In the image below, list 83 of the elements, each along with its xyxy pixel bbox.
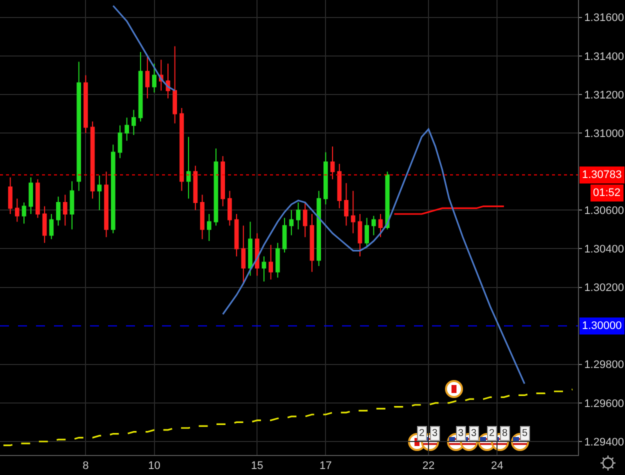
x-tick-label: 10 — [148, 460, 160, 472]
candlestick — [282, 217, 287, 254]
candlestick — [8, 176, 12, 214]
candlestick — [22, 202, 26, 224]
candlestick — [268, 244, 274, 280]
candlestick — [138, 52, 143, 122]
candlestick — [76, 61, 82, 192]
text: 01:52 — [593, 187, 621, 199]
annotation: 3 — [471, 428, 477, 439]
x-tick-label: 8 — [82, 460, 89, 472]
candlestick — [36, 178, 40, 218]
candlestick — [296, 202, 300, 230]
annotation: 3 — [432, 428, 438, 439]
annotation: 8 — [502, 428, 508, 439]
candlestick — [56, 196, 60, 226]
y-tick-label: 1.31200 — [584, 89, 624, 102]
candlestick — [372, 215, 376, 236]
y-tick-label: 1.31000 — [584, 128, 624, 140]
candlestick — [358, 214, 362, 257]
candlestick — [248, 221, 252, 276]
x-tick-label: 15 — [250, 460, 264, 472]
candlestick — [186, 136, 191, 200]
candlestick — [276, 242, 280, 278]
annotation: 2 — [419, 428, 425, 439]
candlestick — [316, 190, 322, 267]
candlestick — [172, 46, 178, 124]
candlestick — [385, 171, 390, 230]
candlestick — [193, 165, 198, 211]
x-tick-label: 24 — [490, 460, 504, 472]
candlestick — [324, 152, 328, 205]
annotation: 3 — [458, 428, 464, 439]
candlestick — [145, 55, 150, 99]
candlestick — [42, 206, 47, 244]
candlestick — [180, 107, 184, 192]
candlestick — [220, 156, 226, 207]
x-tick-label: 22 — [422, 460, 435, 472]
annotation: 5 — [522, 428, 528, 439]
candlestick — [124, 117, 130, 142]
candlestick — [337, 163, 342, 209]
line-series — [2, 388, 574, 446]
candlestick — [262, 256, 266, 282]
candlestick — [364, 217, 369, 248]
candlestick — [344, 182, 348, 226]
candlestick — [49, 214, 54, 240]
y-tick-label: 1.30600 — [584, 205, 624, 217]
line-series — [112, 4, 176, 92]
candlestick — [228, 190, 232, 226]
candlestick — [378, 214, 383, 238]
line-series — [393, 205, 505, 215]
y-tick-label: 1.29400 — [584, 436, 624, 448]
candlestick — [302, 202, 308, 238]
candlestick — [289, 210, 294, 236]
candlestick — [350, 190, 356, 234]
line-series — [222, 128, 526, 384]
ref-line-label: 1.30000 — [582, 320, 622, 332]
annotation: 2 — [489, 428, 495, 439]
y-tick-label: 1.31400 — [584, 50, 624, 63]
candlestick — [104, 171, 108, 238]
ref-line-label: 1.30783 — [582, 169, 622, 181]
candlestick — [200, 194, 204, 240]
candlestick — [214, 148, 218, 226]
y-tick-label: 1.29600 — [584, 398, 624, 410]
candlestick — [90, 120, 95, 200]
candlestick — [132, 109, 136, 136]
candlestick — [110, 144, 116, 234]
x-tick-label: 17 — [320, 460, 332, 472]
y-tick-label: 1.30200 — [584, 282, 624, 294]
candlestick — [118, 124, 122, 159]
candlestick — [234, 214, 239, 257]
y-tick-label: 1.29800 — [584, 359, 624, 372]
y-tick-label: 1.30400 — [584, 244, 624, 256]
candlestick — [241, 225, 246, 284]
candlestick — [70, 180, 74, 230]
candlestick — [97, 174, 102, 211]
candlestick — [310, 214, 314, 272]
candlestick — [28, 176, 34, 214]
candlestick — [14, 198, 20, 222]
candlestick — [84, 74, 88, 134]
candlestick — [62, 194, 68, 226]
candlestick — [206, 214, 212, 242]
y-tick-label: 1.31600 — [584, 12, 624, 24]
candlestick — [152, 63, 156, 94]
candlestick — [330, 146, 335, 180]
